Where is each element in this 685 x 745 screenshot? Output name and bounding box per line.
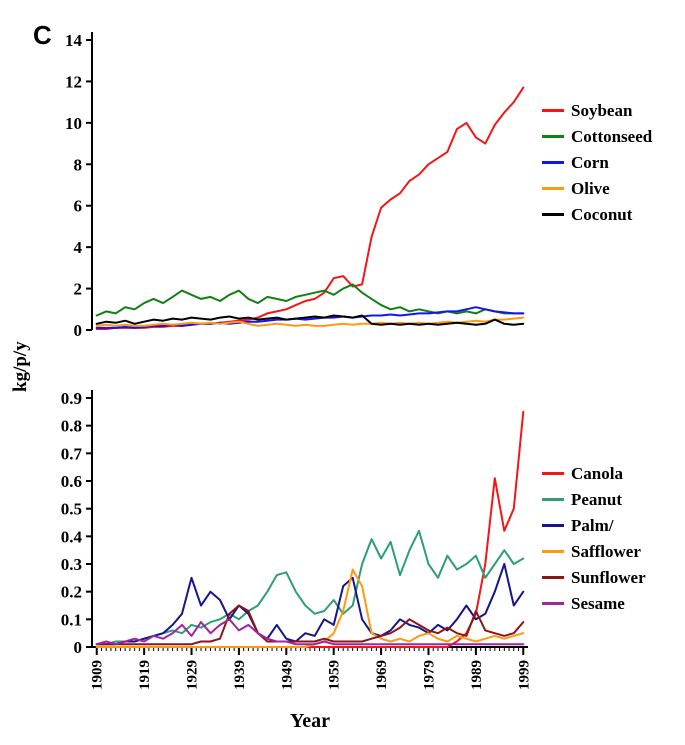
y-tick-label: 0 <box>74 638 83 657</box>
legend-item-palm: Palm/ <box>542 516 646 535</box>
legend-swatch-palm <box>542 524 564 527</box>
series-line-olive <box>95 316 525 327</box>
series-line-palm <box>95 563 525 646</box>
legend-bottom-chart: Canola Peanut Palm/Safflower Sunflower Sesam… <box>542 464 646 613</box>
legend-swatch-safflower <box>542 550 564 553</box>
series-line-canola <box>95 410 525 648</box>
legend-top-chart: Soybean Cottonseed Corn Olive Coconut <box>542 101 652 224</box>
bottom-chart: 0 0.1 0.2 0.3 0.4 0.5 0.6 0.7 0.8 0.9 1909 1919 1929… <box>61 389 533 690</box>
legend-swatch-sesame <box>542 602 564 605</box>
legend-item-cottonseed: Cottonseed <box>542 127 652 146</box>
y-tick-label: 0.8 <box>61 417 82 436</box>
legend-item-sunflower: Sunflower <box>542 568 646 587</box>
x-tick-label: 1969 <box>374 660 390 690</box>
y-tick-label: 8 <box>74 155 83 174</box>
y-axis: 0 0.1 0.2 0.3 0.4 0.5 0.6 0.7 0.8 0.9 <box>61 389 93 657</box>
y-tick-label: 0.7 <box>61 444 83 463</box>
legend-swatch-canola <box>542 472 564 475</box>
x-tick-label: 1929 <box>185 660 201 690</box>
x-axis: 1909 1919 1929 1939 1949 1959 1969 1979 1989 1999 <box>90 646 532 690</box>
x-tick-label: 1939 <box>232 660 248 690</box>
legend-item-safflower: Safflower <box>542 542 646 561</box>
legend-swatch-cottonseed <box>542 135 564 138</box>
y-tick-label: 2 <box>74 280 83 299</box>
series-line-sesame <box>95 618 525 646</box>
legend-swatch-coconut <box>542 213 564 216</box>
x-tick-label: 1979 <box>421 660 437 690</box>
legend-label-olive: Olive <box>571 178 610 198</box>
series-line-soybean <box>95 86 525 330</box>
y-tick-label: 0.2 <box>61 583 82 602</box>
y-tick-label: 4 <box>74 238 83 257</box>
y-axis-label: kg/p/y <box>10 341 31 392</box>
legend-swatch-sunflower <box>542 576 564 579</box>
y-tick-label: 0.9 <box>61 389 82 408</box>
y-tick-label: 0 <box>74 321 83 340</box>
legend-item-peanut: Peanut <box>542 490 646 509</box>
legend-swatch-corn <box>542 161 564 164</box>
legend-item-sesame: Sesame <box>542 594 646 613</box>
legend-item-coconut: Coconut <box>542 205 652 224</box>
legend-item-corn: Corn <box>542 153 652 172</box>
series-line-safflower <box>95 568 525 648</box>
legend-swatch-olive <box>542 187 564 190</box>
legend-item-soybean: Soybean <box>542 101 652 120</box>
series-lines <box>95 410 525 648</box>
y-tick-label: 10 <box>65 114 82 133</box>
y-tick-label: 0.6 <box>61 472 82 491</box>
x-tick-label: 1919 <box>137 660 153 690</box>
x-tick-label: 1949 <box>279 660 295 690</box>
y-axis: 0 2 4 6 8 10 12 14 <box>65 31 93 340</box>
legend-label-canola: Canola <box>571 463 623 483</box>
y-tick-label: 12 <box>65 72 82 91</box>
series-line-sunflower <box>95 604 525 646</box>
y-tick-label: 0.3 <box>61 555 82 574</box>
series-line-coconut <box>95 314 525 326</box>
y-tick-label: 6 <box>74 197 83 216</box>
series-line-corn <box>95 306 525 329</box>
x-axis-label: Year <box>290 710 330 732</box>
legend-label-palm: Palm/ <box>571 515 614 535</box>
top-chart: 0 2 4 6 8 10 12 14 <box>65 31 525 340</box>
legend-label-cottonseed: Cottonseed <box>571 126 653 146</box>
series-line-peanut <box>95 529 525 646</box>
series-lines <box>95 86 525 330</box>
legend-item-canola: Canola <box>542 464 646 483</box>
legend-label-safflower: Safflower <box>571 541 641 561</box>
legend-label-soybean: Soybean <box>571 100 633 120</box>
legend-label-coconut: Coconut <box>571 204 633 224</box>
y-tick-label: 0.4 <box>61 527 83 546</box>
x-tick-label: 1999 <box>516 660 532 690</box>
legend-swatch-soybean <box>542 109 564 112</box>
x-tick-label: 1989 <box>469 660 485 690</box>
y-tick-label: 0.5 <box>61 500 82 519</box>
y-tick-label: 14 <box>65 31 83 50</box>
legend-label-sesame: Sesame <box>571 593 625 613</box>
legend-item-olive: Olive <box>542 179 652 198</box>
legend-label-peanut: Peanut <box>571 489 622 509</box>
legend-swatch-peanut <box>542 498 564 501</box>
x-tick-label: 1909 <box>90 660 106 690</box>
panel-label: C <box>33 20 52 50</box>
x-tick-label: 1959 <box>327 660 343 690</box>
legend-label-sunflower: Sunflower <box>571 567 646 587</box>
legend-label-corn: Corn <box>571 152 609 172</box>
y-tick-label: 0.1 <box>61 610 82 629</box>
